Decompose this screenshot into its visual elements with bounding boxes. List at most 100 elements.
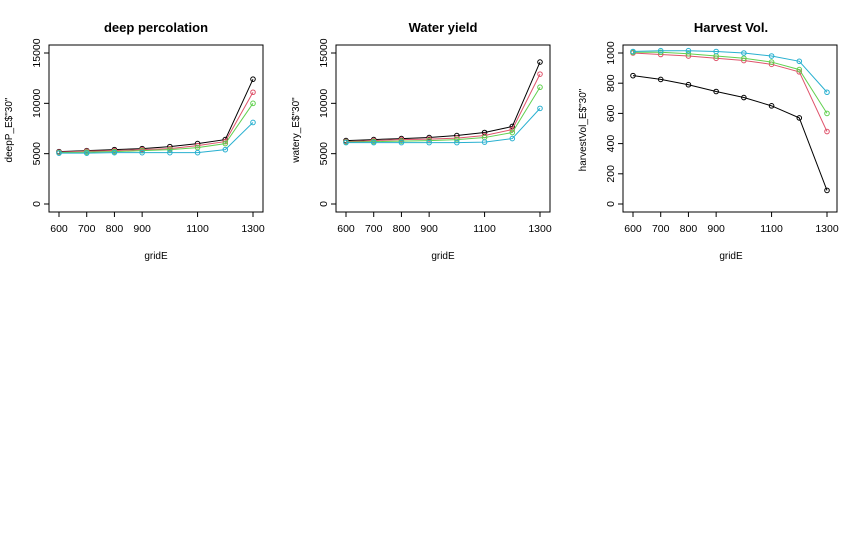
data-point: [713, 48, 719, 55]
series-line: [632, 52, 828, 132]
data-point: [426, 139, 432, 146]
data-point: [768, 53, 775, 59]
data-point: [56, 150, 62, 156]
y-tick-label: 15000: [318, 38, 330, 67]
series-line: [632, 50, 828, 93]
data-point: [250, 76, 256, 82]
data-point: [537, 71, 543, 77]
data-point: [111, 149, 118, 156]
x-tick-label: 900: [707, 223, 725, 235]
series-line: [58, 78, 254, 153]
y-tick-label: 200: [605, 165, 617, 183]
data-point: [370, 139, 377, 146]
x-tick-label: 800: [106, 223, 124, 235]
series-line: [632, 75, 828, 191]
chart-title: deep percolation: [104, 20, 208, 35]
y-tick-label: 600: [605, 104, 617, 122]
x-tick-label: 600: [624, 223, 642, 235]
x-tick-label: 1300: [815, 223, 839, 235]
series-line: [345, 86, 541, 143]
data-point: [250, 119, 256, 126]
x-tick-label: 700: [78, 223, 96, 235]
data-point: [685, 81, 692, 88]
panel-water-yield: Water yield gridE watery_E$"30" 600 700 80…: [291, 20, 552, 262]
data-point: [537, 105, 543, 112]
x-axis-label: gridE: [719, 251, 743, 262]
data-point: [768, 59, 775, 65]
x-tick-label: 600: [50, 223, 68, 235]
plot-frame: [335, 44, 551, 213]
data-point: [741, 55, 747, 62]
plot-frame: [622, 44, 838, 213]
x-tick-label: 900: [133, 223, 151, 235]
data-point: [796, 66, 803, 73]
data-point: [657, 47, 664, 54]
x-axis-label: gridE: [144, 251, 168, 262]
x-tick-label: 1300: [241, 223, 265, 235]
y-tick-label: 10000: [318, 89, 330, 118]
data-point: [824, 128, 830, 135]
x-tick-label: 1100: [760, 223, 783, 235]
y-tick-label: 1000: [605, 41, 617, 65]
data-point: [250, 100, 256, 107]
data-point: [685, 50, 692, 57]
y-tick-label: 800: [605, 74, 617, 92]
x-tick-label: 600: [337, 223, 355, 235]
data-point: [741, 50, 747, 56]
data-point: [222, 146, 229, 153]
data-point: [481, 139, 488, 145]
x-tick-label: 900: [420, 223, 438, 235]
data-point: [167, 149, 173, 156]
data-point: [139, 149, 145, 156]
data-point: [741, 94, 747, 101]
data-point: [454, 136, 460, 143]
data-point: [657, 76, 664, 83]
data-point: [509, 129, 516, 136]
data-point: [194, 149, 201, 156]
data-point: [630, 72, 636, 79]
x-tick-label: 800: [680, 223, 698, 235]
data-point: [630, 48, 636, 55]
data-point: [509, 135, 516, 142]
x-tick-label: 700: [365, 223, 383, 235]
data-point: [824, 110, 830, 117]
data-point: [398, 139, 405, 146]
y-tick-label: 10000: [31, 89, 43, 118]
y-tick-label: 0: [605, 201, 617, 207]
series-line: [345, 61, 541, 142]
series-line: [58, 92, 254, 153]
panel-deep-percolation: deep percolation gridE deepP_E$"30" 600 7…: [4, 20, 265, 262]
data-point: [222, 140, 229, 147]
x-tick-label: 1300: [528, 223, 552, 235]
panel-harvest-vol: Harvest Vol. gridE harvestVol_E$"30" 600…: [578, 20, 839, 262]
y-tick-label: 5000: [31, 142, 43, 166]
data-point: [343, 139, 349, 146]
data-point: [768, 103, 775, 109]
data-point: [685, 47, 692, 54]
y-tick-label: 0: [31, 201, 43, 207]
y-tick-label: 15000: [31, 38, 43, 67]
data-point: [537, 84, 543, 91]
y-axis-label: watery_E$"30": [291, 97, 302, 164]
data-point: [537, 59, 543, 65]
series-line: [633, 51, 828, 114]
data-point: [824, 187, 830, 194]
series-line: [59, 122, 254, 154]
data-point: [454, 139, 460, 146]
x-tick-label: 1100: [186, 223, 209, 235]
y-tick-label: 0: [318, 201, 330, 207]
data-point: [250, 89, 256, 96]
data-point: [167, 146, 173, 153]
chart-title: Harvest Vol.: [694, 20, 768, 35]
y-tick-label: 5000: [318, 142, 330, 166]
plot-frame: [48, 44, 264, 213]
data-point: [796, 115, 803, 121]
data-point: [824, 89, 830, 96]
y-tick-label: 400: [605, 135, 617, 153]
x-tick-label: 800: [393, 223, 411, 235]
x-tick-label: 1100: [473, 223, 496, 235]
data-point: [83, 150, 90, 156]
data-point: [796, 58, 803, 65]
chart-title: Water yield: [409, 20, 478, 35]
y-axis-label: deepP_E$"30": [4, 97, 15, 162]
